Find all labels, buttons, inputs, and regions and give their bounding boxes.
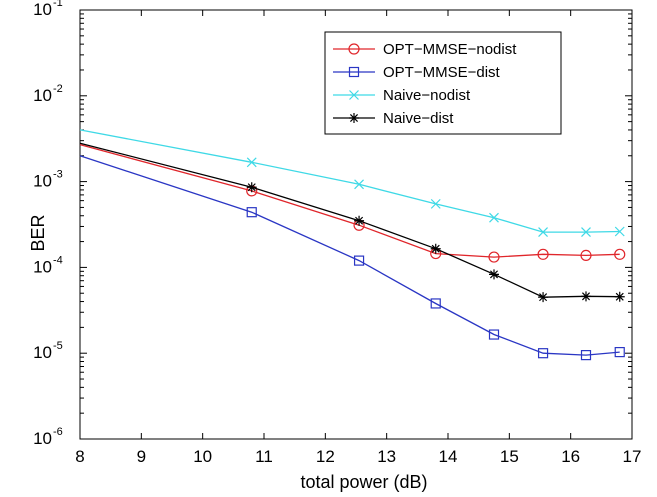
- y-tick-base: 10: [33, 86, 52, 105]
- y-tick-label: 10: [33, 0, 52, 19]
- y-tick-base: 10: [33, 257, 52, 276]
- data-point: [489, 212, 499, 223]
- data-point-shape: [430, 298, 441, 309]
- data-point: [538, 227, 548, 238]
- data-point-shape: [354, 179, 364, 190]
- x-tick-label: 15: [500, 447, 519, 466]
- x-tick-label: 16: [561, 447, 580, 466]
- x-tick-label: 8: [75, 447, 84, 466]
- data-point-shape: [614, 346, 625, 358]
- y-tick-base: 10: [33, 343, 52, 362]
- data-point-shape: [581, 227, 591, 238]
- data-point: [581, 291, 591, 302]
- data-point-shape: [246, 182, 257, 193]
- legend-label: OPT−MMSE−dist: [383, 64, 501, 81]
- y-tick-exponent: -2: [53, 83, 63, 95]
- y-axis-label: BER: [28, 214, 48, 251]
- y-tick-label: 10: [33, 86, 52, 105]
- data-point-shape: [489, 269, 499, 280]
- y-tick-exponent: -4: [53, 254, 63, 266]
- series-line-1: [79, 155, 620, 356]
- data-point: [489, 269, 499, 280]
- data-point-shape: [353, 255, 365, 266]
- data-point: [246, 207, 257, 218]
- data-point: [614, 226, 625, 237]
- y-tick-label: 10: [33, 343, 52, 362]
- series-line-0: [79, 143, 620, 258]
- data-point-shape: [488, 329, 500, 340]
- data-point: [580, 350, 592, 361]
- data-point-shape: [614, 226, 625, 237]
- y-tick-label: 10: [33, 257, 52, 276]
- data-point: [537, 348, 549, 359]
- x-tick-label: 14: [439, 447, 458, 466]
- y-tick-base: 10: [33, 172, 52, 191]
- data-point-shape: [246, 207, 257, 218]
- y-tick-exponent: -3: [53, 169, 63, 181]
- legend-marker: [349, 90, 359, 100]
- legend-marker: [348, 66, 360, 78]
- data-point: [581, 227, 591, 238]
- x-tick-label: 10: [193, 447, 212, 466]
- data-point-shape: [430, 243, 441, 254]
- plot-area: 8 9 10 11 12 13 14 15 16 1710-610-510-410-310-210…: [33, 0, 641, 466]
- legend-marker-shape: [348, 66, 360, 78]
- data-point: [614, 248, 626, 260]
- data-point-shape: [489, 212, 499, 223]
- y-tick-label: 10: [33, 429, 52, 448]
- x-axis-label: total power (dB): [300, 472, 427, 492]
- data-point: [488, 251, 500, 263]
- data-point-shape: [580, 350, 592, 361]
- y-tick-base: 10: [33, 0, 52, 19]
- legend-label: Naive−dist: [383, 110, 454, 127]
- data-point-shape: [430, 198, 441, 209]
- data-point: [580, 249, 592, 261]
- data-point-shape: [538, 292, 549, 303]
- data-point-shape: [580, 249, 592, 261]
- x-tick-label: 17: [623, 447, 642, 466]
- data-point: [246, 157, 257, 168]
- legend-marker: [349, 113, 359, 123]
- y-tick-exponent: -5: [53, 340, 63, 352]
- data-point: [430, 243, 441, 254]
- x-tick-label: 11: [255, 447, 273, 466]
- data-point: [246, 182, 257, 193]
- data-point: [430, 298, 441, 309]
- legend-label: Naive−nodist: [383, 87, 471, 104]
- data-point-shape: [246, 157, 257, 168]
- data-point-shape: [537, 248, 549, 260]
- data-point: [354, 215, 365, 226]
- x-tick-label: 9: [137, 447, 146, 466]
- series-line-3: [79, 142, 620, 298]
- legend-marker: [348, 43, 360, 55]
- data-point-shape: [537, 348, 549, 359]
- data-point: [614, 346, 625, 358]
- x-tick-label: 13: [377, 447, 396, 466]
- legend-marker-shape: [348, 43, 360, 55]
- data-point-shape: [538, 227, 548, 238]
- data-point-shape: [354, 215, 365, 226]
- y-tick-exponent: -6: [53, 426, 63, 438]
- data-point: [430, 198, 441, 209]
- data-point: [614, 291, 625, 302]
- y-tick-exponent: -1: [53, 0, 63, 9]
- data-point-shape: [581, 291, 591, 302]
- data-point: [353, 255, 365, 266]
- legend-marker-shape: [349, 113, 359, 123]
- series-line-2: [79, 129, 620, 233]
- data-point: [537, 248, 549, 260]
- data-point-shape: [614, 248, 626, 260]
- y-tick-label: 10: [33, 172, 52, 191]
- axes-box: [79, 9, 633, 440]
- x-tick-label: 12: [316, 447, 335, 466]
- data-point: [488, 329, 500, 340]
- data-point-shape: [488, 251, 500, 263]
- data-point: [354, 179, 364, 190]
- legend-marker-shape: [349, 90, 359, 100]
- data-point-shape: [614, 291, 625, 302]
- data-point: [538, 292, 549, 303]
- y-tick-base: 10: [33, 429, 52, 448]
- legend-label: OPT−MMSE−nodist: [383, 41, 517, 58]
